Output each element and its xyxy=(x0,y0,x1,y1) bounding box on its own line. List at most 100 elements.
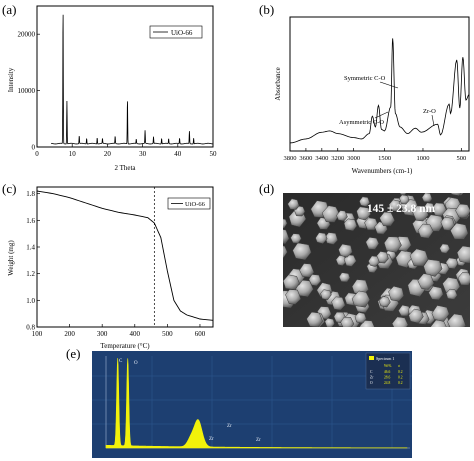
sem-particle xyxy=(428,286,444,301)
sem-particle xyxy=(456,245,470,264)
tga-frame xyxy=(36,186,214,328)
ftir-series-line xyxy=(289,38,470,144)
xrd-x-tick-label: 10 xyxy=(69,150,77,158)
sem-particle xyxy=(321,205,340,223)
tga-y-tick-label: 1.8 xyxy=(26,190,35,198)
sem-particle xyxy=(388,285,405,302)
xrd-x-tick-label: 50 xyxy=(210,150,218,158)
ftir-chart: 3800 3600 3400 3200 3000 1500 1000 500 Absorban… xyxy=(274,16,470,175)
tga-y-tick-label: 1.4 xyxy=(26,244,35,252)
sem-particle xyxy=(292,242,312,261)
xrd-y-tick-label: 20000 xyxy=(18,31,36,39)
sem-particle xyxy=(343,254,357,267)
sem-particle xyxy=(285,289,302,305)
sem-particle xyxy=(283,245,288,259)
sem-particle xyxy=(283,229,290,244)
xrd-legend-label: UiO-66 xyxy=(171,29,193,37)
sem-particle xyxy=(398,304,411,317)
xrd-series-line xyxy=(51,14,213,145)
panel-label-b: (b) xyxy=(259,2,274,17)
sem-particle xyxy=(417,273,435,290)
eds-peak-label-o: O xyxy=(134,361,138,366)
tga-y-tick-label: 1.2 xyxy=(26,270,35,278)
eds-table-sigma: 0.2 xyxy=(398,381,403,385)
xrd-frame xyxy=(36,5,214,148)
annotation-arrow-symmetric xyxy=(379,81,399,89)
sem-particle xyxy=(338,243,353,258)
sem-particle xyxy=(338,272,351,283)
sem-particle xyxy=(391,316,409,327)
annotation-symmetric-co: Symmetric C-O xyxy=(344,75,386,82)
tga-y-ticks: 1.8 1.6 1.4 1.2 1.0 0.8 xyxy=(26,190,40,332)
sem-particle xyxy=(320,289,332,301)
sem-particle xyxy=(365,237,380,250)
tga-legend: UiO-66 xyxy=(167,197,211,210)
sem-particle xyxy=(324,317,335,327)
sem-particle xyxy=(440,216,455,231)
ftir-x-tick-label: 500 xyxy=(456,155,466,162)
eds-table-element: C xyxy=(370,370,373,374)
tga-y-tick-label: 1.0 xyxy=(26,297,35,305)
xrd-x-ticks: 0 10 20 30 40 50 xyxy=(35,144,217,158)
ftir-x-tick-label: 3800 xyxy=(284,155,297,162)
ftir-x-axis-label: Wavenumbers (cm-1) xyxy=(352,167,413,175)
eds-table-body: C 46.6 0.2 Zr 28.6 0.2 O 24.8 0.2 xyxy=(370,370,403,385)
sem-particle xyxy=(423,259,443,277)
tga-series-line xyxy=(36,190,214,321)
ftir-x-tick-label: 1000 xyxy=(416,155,429,162)
tga-chart: 1.8 1.6 1.4 1.2 1.0 0.8 100 200 300 400 500 600 We… xyxy=(7,186,214,350)
sem-image: 145 ± 23.8 nm xyxy=(283,193,470,327)
xrd-y-tick-label: 10000 xyxy=(18,87,36,95)
sem-particle xyxy=(457,272,470,286)
eds-peak-label-c: C xyxy=(119,359,123,364)
eds-table-header-sigma: σ xyxy=(398,364,400,368)
annotation-arrow-zro xyxy=(431,114,435,127)
sem-particle xyxy=(290,233,302,244)
eds-table-sigma: 0.2 xyxy=(398,376,403,380)
ftir-x-tick-label: 3600 xyxy=(299,155,312,162)
eds-peak-label-zr-3: Zr xyxy=(256,438,261,443)
xrd-chart: 0 10000 20000 0 10 20 30 40 50 Intensity 2 Thet… xyxy=(7,5,217,172)
ftir-x-tick-label: 3400 xyxy=(315,155,328,162)
panel-label-c: (c) xyxy=(2,181,16,196)
xrd-legend: UiO-66 xyxy=(149,25,203,39)
sem-particle xyxy=(306,311,323,327)
eds-peak-label-zr-1: Zr xyxy=(209,437,214,442)
sem-particle xyxy=(445,257,459,270)
xrd-y-tick-label: 0 xyxy=(32,144,36,152)
sem-particle xyxy=(417,223,434,239)
panel-label-a: (a) xyxy=(2,2,16,17)
eds-spectrum-fill xyxy=(105,358,408,449)
eds-peak-label-zr-2: Zr xyxy=(227,424,232,429)
panel-label-d: (d) xyxy=(259,181,274,196)
sem-particle xyxy=(354,312,367,324)
sem-particle xyxy=(439,243,451,254)
sem-particle xyxy=(315,232,328,244)
sem-particle xyxy=(340,317,355,327)
xrd-x-tick-label: 0 xyxy=(35,150,39,158)
panel-label-e: (e) xyxy=(66,346,80,361)
tga-x-tick-label: 500 xyxy=(162,330,173,338)
sem-particle xyxy=(383,236,402,253)
tga-x-tick-label: 100 xyxy=(32,330,43,338)
eds-table-element: Zr xyxy=(370,376,374,380)
tga-y-tick-label: 0.8 xyxy=(26,324,35,332)
ftir-x-tick-label: 3000 xyxy=(347,155,360,162)
xrd-x-tick-label: 30 xyxy=(139,150,147,158)
eds-table-header-wt: Wt% xyxy=(384,364,391,368)
sem-particle xyxy=(408,308,424,324)
sem-particle xyxy=(431,305,450,322)
sem-particle xyxy=(336,210,348,222)
eds-grid xyxy=(92,356,412,448)
xrd-x-axis-label: 2 Theta xyxy=(114,164,136,172)
tga-x-tick-label: 600 xyxy=(195,330,206,338)
eds-table-wt: 46.6 xyxy=(384,370,390,374)
annotation-arrow-asymmetric xyxy=(374,111,389,119)
sem-particle xyxy=(356,206,371,221)
tga-x-tick-label: 200 xyxy=(64,330,75,338)
sem-particle xyxy=(455,203,470,218)
sem-particles xyxy=(283,193,470,327)
eds-table-wt: 24.8 xyxy=(384,381,390,385)
tga-x-ticks: 100 200 300 400 500 600 xyxy=(32,324,206,338)
annotation-asymmetric-co: Asymmetric C-O xyxy=(339,119,384,126)
